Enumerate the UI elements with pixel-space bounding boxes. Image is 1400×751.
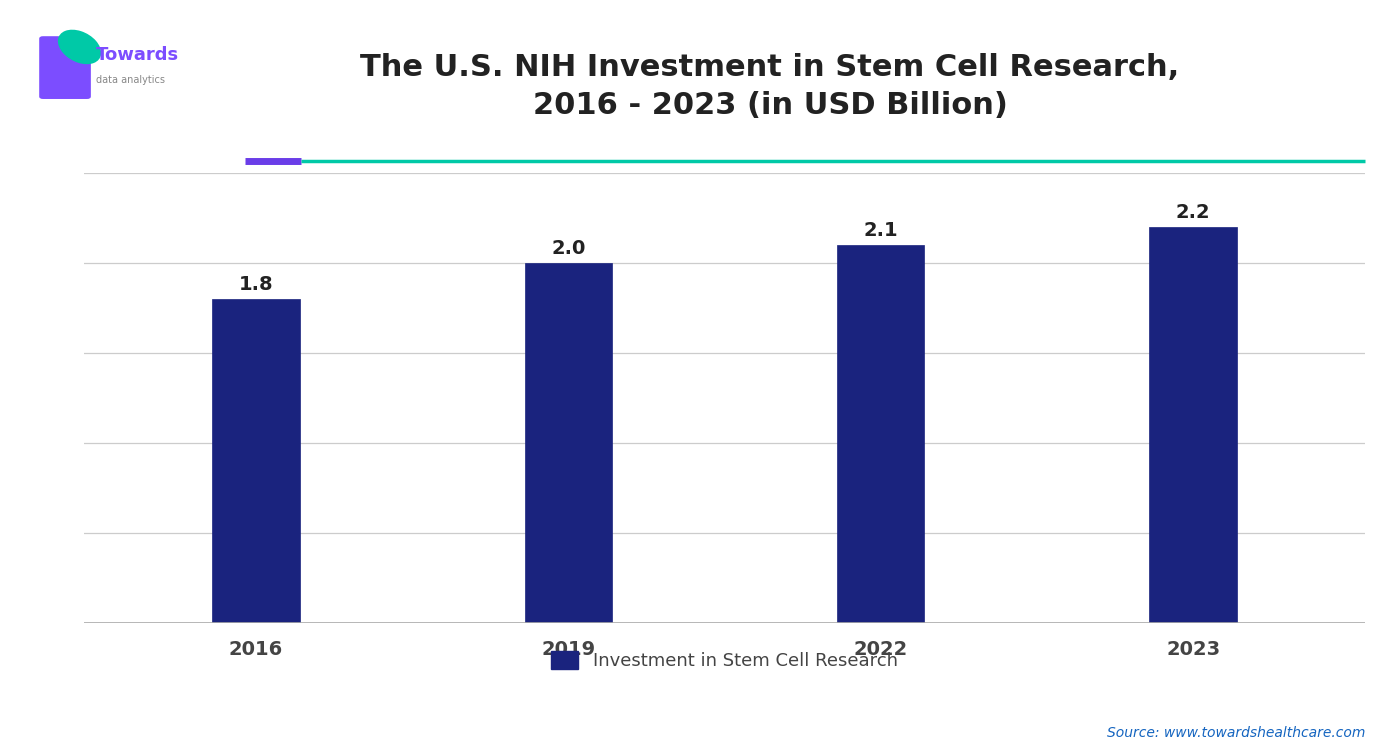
Text: The U.S. NIH Investment in Stem Cell Research,
2016 - 2023 (in USD Billion): The U.S. NIH Investment in Stem Cell Res… — [360, 53, 1180, 119]
Bar — [525, 263, 612, 623]
Text: Source: www.towardshealthcare.com: Source: www.towardshealthcare.com — [1106, 725, 1365, 740]
Bar — [1149, 227, 1238, 623]
Text: 1.8: 1.8 — [238, 276, 273, 294]
Text: 2.0: 2.0 — [552, 240, 585, 258]
Text: 2.2: 2.2 — [1176, 204, 1211, 222]
FancyBboxPatch shape — [39, 36, 91, 99]
Ellipse shape — [57, 30, 101, 64]
Bar — [837, 245, 924, 623]
Text: data analytics: data analytics — [95, 75, 165, 85]
Text: Towards: Towards — [95, 47, 179, 64]
Legend: Investment in Stem Cell Research: Investment in Stem Cell Research — [545, 644, 904, 677]
Bar — [213, 299, 300, 623]
Text: 2.1: 2.1 — [864, 222, 897, 240]
